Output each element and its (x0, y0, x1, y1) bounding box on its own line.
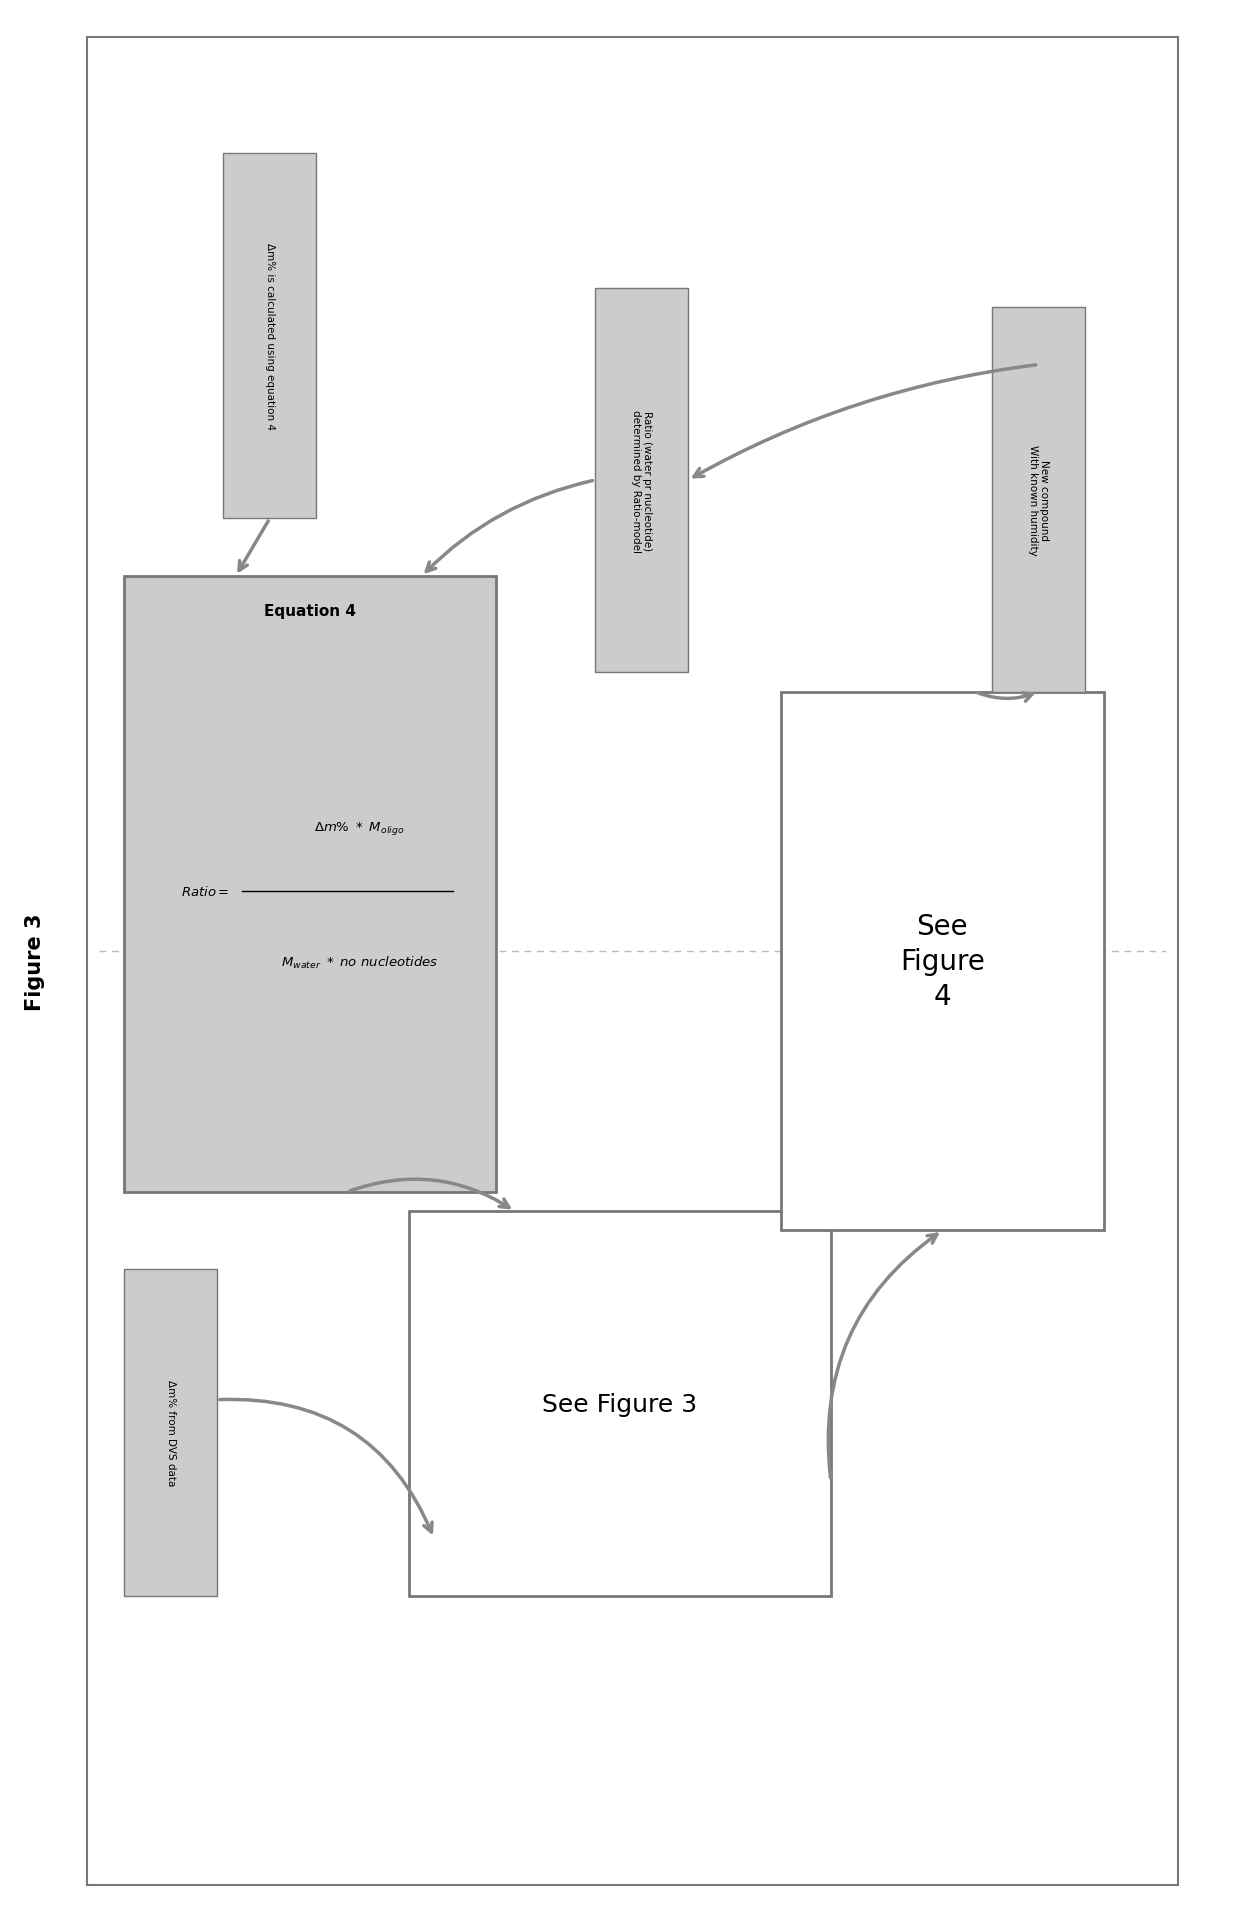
FancyBboxPatch shape (124, 1269, 217, 1596)
FancyBboxPatch shape (409, 1211, 831, 1596)
Text: Equation 4: Equation 4 (264, 604, 356, 619)
FancyBboxPatch shape (87, 38, 1178, 1885)
Text: See Figure 3: See Figure 3 (542, 1392, 698, 1415)
Text: Δm% is calculated using equation 4: Δm% is calculated using equation 4 (264, 242, 275, 431)
Text: Figure 3: Figure 3 (25, 913, 45, 1010)
FancyBboxPatch shape (781, 692, 1104, 1231)
Text: Δm% from DVS data: Δm% from DVS data (165, 1379, 176, 1486)
Text: Ratio (water pr nucleotide)
determined by Ratio-model: Ratio (water pr nucleotide) determined b… (631, 410, 652, 552)
FancyBboxPatch shape (992, 308, 1085, 692)
FancyBboxPatch shape (223, 154, 316, 519)
FancyBboxPatch shape (124, 577, 496, 1192)
Text: $\Delta m\%\ *\ M_{oligo}$: $\Delta m\%\ *\ M_{oligo}$ (315, 819, 404, 837)
FancyBboxPatch shape (595, 288, 688, 673)
Text: New compound
With known humidity: New compound With known humidity (1028, 444, 1049, 556)
Text: $M_{water}\ *\ no\ nucleotides$: $M_{water}\ *\ no\ nucleotides$ (280, 954, 439, 971)
Text: See
Figure
4: See Figure 4 (900, 913, 985, 1010)
Text: $Ratio =$: $Ratio =$ (181, 885, 229, 898)
